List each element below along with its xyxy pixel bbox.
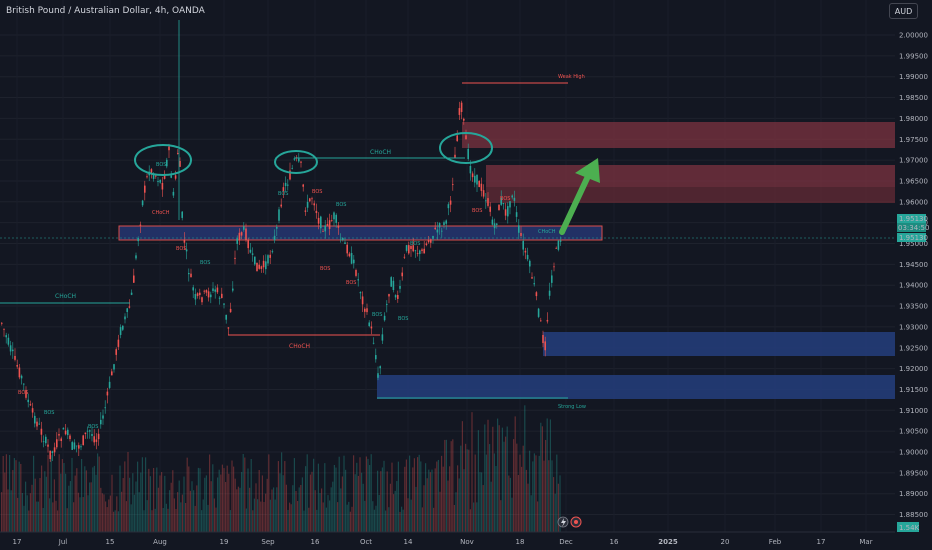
time-tick: 2025 (658, 538, 678, 546)
demand-zone-lower (377, 375, 895, 399)
grid (0, 34, 895, 516)
lightning-icon[interactable] (557, 516, 569, 528)
price-tick: 1.95000 (899, 240, 928, 248)
bos-label: BOS (278, 191, 288, 197)
time-tick: Nov (460, 538, 474, 546)
bos-label: BOS (312, 189, 322, 195)
bos-label: BOS (88, 424, 98, 430)
supply-zone-lower (486, 187, 895, 203)
price-axis[interactable]: 2.00000 1.99500 1.99000 1.98500 1.98000 1.975… (899, 32, 928, 520)
price-tick: 1.96500 (899, 177, 928, 185)
bos-label: BOS (472, 208, 482, 214)
tradingview-logo-icon[interactable] (570, 516, 582, 528)
resistance-circle-2 (274, 150, 318, 174)
price-tick: 1.94500 (899, 261, 928, 269)
choch-label-left: CHoCH (55, 293, 76, 300)
price-tick: 1.90500 (899, 428, 928, 436)
price-tick: 1.93500 (899, 303, 928, 311)
price-axis-badges: 1.95130 03:34:50 1.95130 1.54K (897, 214, 929, 532)
price-tick: 1.94000 (899, 282, 928, 290)
bos-label: BOS (500, 196, 510, 202)
weak-high-label: Weak High (558, 74, 585, 80)
price-tick: 1.89000 (899, 490, 928, 498)
time-tick: Aug (153, 538, 167, 546)
price-tick: 1.92500 (899, 344, 928, 352)
price-tick: 1.89500 (899, 469, 928, 477)
price-tick: 1.97500 (899, 136, 928, 144)
bos-label: BOS (336, 202, 346, 208)
bos-label: BOS (372, 312, 382, 318)
bos-label: BOS (410, 241, 420, 247)
price-tick: 1.96000 (899, 198, 928, 206)
time-tick: 17 (817, 538, 826, 546)
price-tick: 1.88500 (899, 511, 928, 519)
currency-button[interactable]: AUD (889, 3, 918, 19)
symbol-title: British Pound / Australian Dollar, 4h, O… (6, 6, 205, 16)
price-tick: 1.98000 (899, 115, 928, 123)
choch-label: CHoCH (538, 229, 556, 235)
time-tick: 18 (516, 538, 525, 546)
last-price-badge: 1.95130 (899, 215, 928, 223)
choch-label-bottom: CHoCH (289, 343, 310, 350)
bos-label: BOS (18, 390, 28, 396)
time-tick: Jul (58, 538, 68, 546)
bos-label: BOS (320, 266, 330, 272)
price-tick: 1.90000 (899, 449, 928, 457)
price-tick: 1.99000 (899, 73, 928, 81)
time-tick: 14 (404, 538, 413, 546)
time-tick: 20 (721, 538, 730, 546)
bos-label: BOS (398, 316, 408, 322)
bos-label: BOS (156, 162, 166, 168)
price-tick: 1.91500 (899, 386, 928, 394)
volume-bars (1, 405, 561, 532)
resistance-circle-3 (439, 132, 493, 164)
time-tick: Feb (769, 538, 782, 546)
bos-label: BOS (44, 410, 54, 416)
price-tick: 1.98500 (899, 94, 928, 102)
time-axis[interactable]: 17 Jul 15 Aug 19 Sep 16 Oct 14 Nov 18 Dec 16 2025 20 Fe… (13, 538, 873, 546)
supply-zone-middle (486, 165, 895, 187)
ask-price-badge: 1.95130 (899, 234, 928, 242)
time-tick: 17 (13, 538, 22, 546)
price-tick: 1.93000 (899, 323, 928, 331)
price-tick: 2.00000 (899, 32, 928, 40)
resistance-circle-1 (134, 144, 192, 176)
countdown-badge: 03:34:50 (898, 224, 929, 232)
volume-badge: 1.54K (899, 524, 920, 532)
price-tick: 1.99500 (899, 52, 928, 60)
projection-arrow-icon (559, 158, 600, 235)
price-tick: 1.91000 (899, 407, 928, 415)
strong-low-label: Strong Low (558, 404, 586, 410)
time-tick: 16 (610, 538, 619, 546)
candlesticks (1, 20, 562, 462)
time-tick: Oct (360, 538, 372, 546)
time-tick: 16 (311, 538, 320, 546)
price-tick: 1.92000 (899, 365, 928, 373)
demand-zone-upper (543, 332, 895, 356)
bos-label: BOS (176, 246, 186, 252)
bos-label: BOS (346, 280, 356, 286)
time-tick: Sep (261, 538, 275, 546)
time-tick: Mar (859, 538, 872, 546)
bos-label: BOS (200, 260, 210, 266)
supply-zone-upper (462, 122, 895, 148)
time-tick: Dec (559, 538, 573, 546)
price-tick: 1.97000 (899, 157, 928, 165)
time-tick: 19 (220, 538, 229, 546)
choch-label: CHoCH (152, 210, 170, 216)
choch-label-top: CHoCH (370, 149, 391, 156)
time-tick: 15 (106, 538, 115, 546)
